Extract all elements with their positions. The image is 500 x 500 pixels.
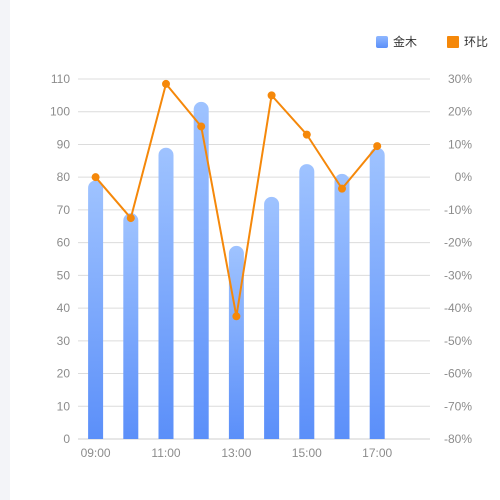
y-right-tick-label: -30% (444, 268, 472, 282)
bar[interactable] (299, 164, 315, 439)
bar[interactable] (369, 147, 385, 439)
y-right-tick-label: -70% (444, 399, 472, 413)
x-tick-label: 09:00 (81, 446, 111, 460)
axis-labels: 0 10 20 30 40 50 60 70 80 90 100 110 -80% -70% -60% -50… (50, 72, 472, 460)
chart-card: 金木 环比 0 10 20 30 40 50 60 70 80 90 100 110 -80% -70% -… (10, 0, 500, 500)
legend-item-line[interactable]: 环比 (446, 33, 488, 50)
y-right-tick-label: -80% (444, 432, 472, 446)
y-left-tick-label: 40 (57, 301, 71, 315)
bar[interactable] (123, 213, 139, 439)
y-right-tick-label: 10% (448, 137, 472, 151)
line-point[interactable] (373, 142, 382, 151)
y-right-tick-label: 20% (448, 105, 472, 119)
x-tick-label: 17:00 (362, 446, 392, 460)
legend-swatch-bar (375, 35, 388, 48)
y-left-tick-label: 60 (57, 236, 71, 250)
combo-chart: 0 10 20 30 40 50 60 70 80 90 100 110 -80% -70% -60% -50… (50, 72, 472, 460)
line-point[interactable] (126, 214, 135, 223)
y-right-tick-label: -20% (444, 236, 472, 250)
legend-item-bar[interactable]: 金木 (375, 33, 417, 50)
x-tick-label: 15:00 (292, 446, 322, 460)
line-point[interactable] (267, 91, 276, 100)
y-left-tick-label: 110 (51, 72, 70, 86)
bar[interactable] (193, 101, 209, 440)
x-tick-label: 11:00 (151, 446, 180, 460)
line-series (91, 79, 382, 321)
bar-series (88, 101, 385, 440)
y-left-tick-label: 0 (63, 432, 70, 446)
bar[interactable] (158, 147, 174, 439)
y-left-tick-label: 80 (57, 170, 71, 184)
y-right-tick-label: 30% (448, 72, 472, 86)
legend-swatch-line (446, 35, 459, 48)
y-right-tick-label: -10% (444, 203, 472, 217)
line-point[interactable] (338, 184, 346, 193)
y-right-tick-label: 0% (455, 170, 473, 184)
bar[interactable] (228, 245, 244, 439)
y-right-tick-label: -40% (444, 301, 472, 315)
line-point[interactable] (91, 173, 100, 182)
y-left-tick-label: 10 (57, 399, 71, 413)
x-tick-label: 13:00 (221, 446, 251, 460)
y-left-tick-label: 50 (57, 268, 71, 282)
line-point[interactable] (197, 122, 206, 131)
legend: 金木 环比 (375, 33, 488, 50)
line-point[interactable] (302, 130, 311, 139)
y-right-tick-label: -60% (444, 367, 472, 381)
bar[interactable] (264, 196, 280, 439)
legend-label-line: 环比 (463, 35, 488, 49)
y-left-tick-label: 30 (57, 334, 71, 348)
y-left-tick-label: 20 (57, 367, 71, 381)
legend-label-bar: 金木 (392, 35, 417, 49)
y-right-tick-label: -50% (444, 334, 472, 348)
line-point[interactable] (232, 312, 241, 321)
bar[interactable] (88, 180, 104, 439)
y-left-tick-label: 70 (57, 203, 71, 217)
line-point[interactable] (162, 79, 170, 88)
y-left-tick-label: 90 (57, 137, 71, 151)
bar[interactable] (334, 173, 350, 439)
y-left-tick-label: 100 (50, 105, 70, 119)
